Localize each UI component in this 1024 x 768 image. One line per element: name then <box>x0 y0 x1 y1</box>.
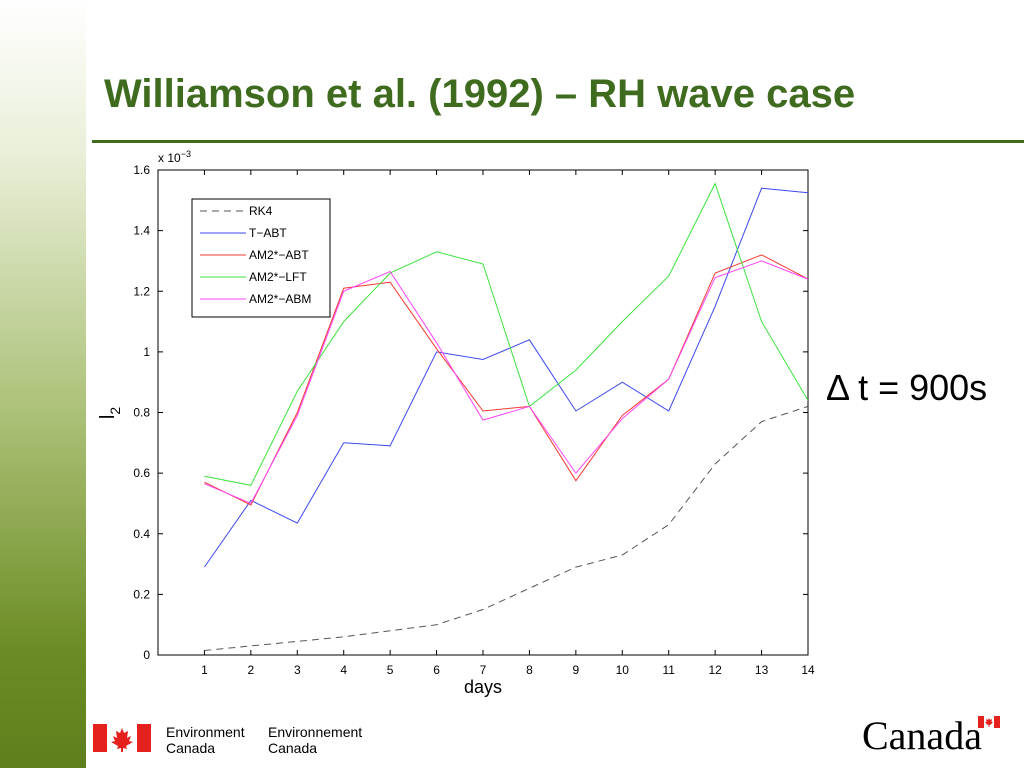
series-line <box>204 182 809 486</box>
legend-label: T−ABT <box>249 226 287 240</box>
department-name-french: Environnement Canada <box>268 724 362 756</box>
x-tick-label: 14 <box>801 663 815 677</box>
y-tick-label: 0.2 <box>133 587 150 601</box>
y-multiplier: x 10−3 <box>158 149 191 165</box>
canada-flag-icon <box>93 724 151 752</box>
y-multiplier-exponent: −3 <box>181 149 191 159</box>
series-line <box>204 260 809 505</box>
y-multiplier-base: x 10 <box>158 151 181 165</box>
x-axis-label: days <box>464 677 502 697</box>
slide-title: Williamson et al. (1992) – RH wave case <box>104 72 856 116</box>
y-tick-label: 0 <box>143 648 150 662</box>
y-axis-label-main: l <box>97 415 119 419</box>
timestep-text: t = 900s <box>848 367 988 408</box>
series-line <box>204 405 809 651</box>
dept-fr-line1: Environnement <box>268 724 363 740</box>
dept-en-line1: Environment <box>166 724 245 740</box>
y-tick-label: 1.2 <box>133 284 150 298</box>
legend-label: AM2*−ABT <box>249 248 309 262</box>
x-tick-label: 11 <box>662 663 675 677</box>
sidebar-gradient <box>0 0 86 768</box>
y-tick-label: 0.6 <box>133 466 150 480</box>
wordmark-flag-icon <box>978 716 1000 728</box>
line-chart: 00.20.40.60.811.21.41.6 1 2 3 4 5 6 7 8 9 10 11 12 1… <box>97 149 815 697</box>
legend-label: RK4 <box>249 204 273 218</box>
x-tick-label: 12 <box>708 663 722 677</box>
series-line <box>204 254 809 506</box>
y-axis-label: l2 <box>97 407 123 419</box>
x-tick-label: 5 <box>387 663 394 677</box>
department-name-english: Environment Canada <box>166 724 245 756</box>
x-tick-label: 2 <box>248 663 255 677</box>
y-tick-label: 0.4 <box>133 527 150 541</box>
x-tick-label: 8 <box>526 663 533 677</box>
timestep-annotation: Δ t = 900s <box>826 367 987 409</box>
x-tick-label: 4 <box>340 663 347 677</box>
canada-wordmark: Canada <box>862 713 982 758</box>
legend-label: AM2*−ABM <box>249 292 311 306</box>
y-axis-label-subscript: 2 <box>107 407 123 415</box>
x-tick-label: 7 <box>480 663 487 677</box>
x-tick-label: 9 <box>573 663 580 677</box>
legend-label: AM2*−LFT <box>249 270 307 284</box>
x-tick-label: 10 <box>616 663 630 677</box>
y-tick-label: 0.8 <box>133 406 150 420</box>
title-divider <box>92 140 1024 143</box>
y-tick-label: 1.6 <box>133 163 150 177</box>
legend-box <box>191 198 331 318</box>
x-tick-label: 1 <box>201 663 208 677</box>
y-tick-label: 1.4 <box>133 224 150 238</box>
x-tick-label: 13 <box>755 663 769 677</box>
dept-fr-line2: Canada <box>268 740 318 756</box>
x-tick-label: 3 <box>294 663 301 677</box>
delta-symbol: Δ <box>826 367 849 408</box>
x-tick-label: 6 <box>433 663 440 677</box>
series-line <box>203 187 809 568</box>
dept-en-line2: Canada <box>166 740 216 756</box>
y-tick-label: 1 <box>143 345 150 359</box>
